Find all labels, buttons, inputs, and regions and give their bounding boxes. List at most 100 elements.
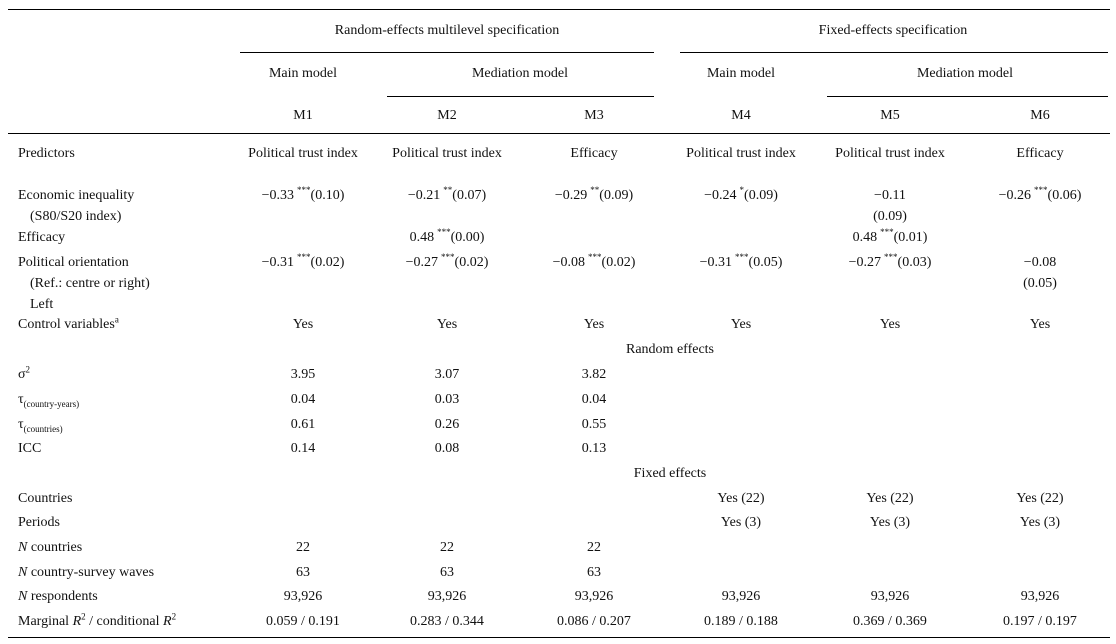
cell: Yes (22): [717, 491, 765, 506]
label-segment: / conditional: [85, 614, 164, 629]
cell: Yes: [1029, 317, 1051, 332]
label-segment: respondents: [27, 589, 98, 604]
cell: Political trust index: [392, 146, 502, 161]
cell: Yes: [436, 317, 458, 332]
cell: Yes (3): [1019, 515, 1061, 530]
cell: 0.13: [581, 441, 607, 456]
cell: 0.55: [581, 417, 607, 432]
standard-error: (0.06): [1047, 188, 1082, 203]
row-label-line: N countries: [18, 537, 82, 558]
cell: 0.08: [434, 441, 460, 456]
cell: 63: [296, 565, 310, 580]
label-segment: (countries): [23, 423, 63, 434]
cell: 0.059 / 0.191: [266, 614, 340, 629]
coefficient: −0.31: [699, 255, 733, 270]
row-label: N country-survey waves: [18, 562, 154, 583]
cell: 3.82: [581, 367, 607, 382]
label-segment: τ: [18, 417, 24, 432]
bottom-rule: [8, 637, 1110, 638]
cell: 0.03: [434, 392, 460, 407]
cell: Political trust index: [686, 146, 796, 161]
row-label-line: Economic inequality: [18, 188, 135, 203]
cell: 3.07: [434, 367, 460, 382]
coefficient: −0.33: [261, 188, 295, 203]
group-rule: [680, 52, 1108, 53]
row-label: Periods: [18, 512, 60, 533]
row-label-line: σ2: [18, 364, 30, 385]
row-label-line: (S80/S20 index): [30, 209, 122, 224]
model-header: M4: [731, 108, 751, 123]
row-label: τ(country-years): [18, 389, 79, 410]
row-label-line: Marginal R2 / conditional R2: [18, 611, 176, 632]
section-title: Random effects: [626, 342, 714, 357]
cell: −0.31 ***(0.02): [233, 252, 373, 273]
model-header: M6: [1030, 108, 1050, 123]
coefficient: −0.21: [407, 188, 441, 203]
label-segment: a: [114, 314, 119, 325]
coefficient: −0.08: [1023, 255, 1057, 270]
cell: 63: [587, 565, 601, 580]
standard-error: (0.01): [893, 230, 928, 245]
row-label-line: Left: [30, 297, 54, 312]
cell: 0.14: [290, 441, 316, 456]
row-label-line: N country-survey waves: [18, 562, 154, 583]
standard-error: (0.05): [1023, 276, 1057, 291]
significance: ***: [441, 252, 455, 263]
standard-error: (0.02): [601, 255, 636, 270]
significance: ***: [297, 252, 311, 263]
coefficient: 0.48: [852, 230, 878, 245]
standard-error: (0.03): [897, 255, 932, 270]
standard-error: (0.10): [310, 188, 345, 203]
row-label: Countries: [18, 488, 72, 509]
significance: *: [739, 185, 745, 196]
subgroup-rule: [827, 96, 1108, 97]
coefficient: −0.08: [552, 255, 586, 270]
label-segment: Marginal: [18, 614, 73, 629]
cell: Yes: [730, 317, 752, 332]
cell: 0.26: [434, 417, 460, 432]
subgroup-header: Main model: [706, 66, 776, 81]
cell: −0.11 (0.09): [820, 185, 960, 227]
cell: −0.21 **(0.07): [377, 185, 517, 206]
coefficient: −0.24: [704, 188, 737, 203]
significance: **: [590, 185, 600, 196]
standard-error: (0.09): [744, 188, 778, 203]
significance: ***: [884, 252, 898, 263]
group-header: Random-effects multilevel specification: [334, 23, 560, 38]
subgroup-header: Mediation model: [916, 66, 1014, 81]
cell: 93,926: [574, 589, 614, 604]
cell: −0.31 ***(0.05): [671, 252, 811, 273]
standard-error: (0.07): [452, 188, 487, 203]
cell: −0.24 *(0.09): [671, 185, 811, 206]
row-label: Marginal R2 / conditional R2: [18, 611, 176, 632]
cell: Efficacy: [1016, 146, 1064, 161]
label-segment: 2: [171, 611, 177, 622]
label-segment: σ: [18, 367, 26, 382]
cell: 63: [440, 565, 454, 580]
cell: Yes (22): [1016, 491, 1064, 506]
model-header: M5: [880, 108, 900, 123]
cell: Political trust index: [835, 146, 945, 161]
cell: 93,926: [1020, 589, 1060, 604]
cell: −0.08 (0.05): [970, 252, 1110, 294]
cell: Yes (22): [866, 491, 914, 506]
row-label: N respondents: [18, 586, 98, 607]
row-label-line: Control variablesa: [18, 314, 119, 335]
cell: −0.08 ***(0.02): [524, 252, 664, 273]
group-rule: [240, 52, 654, 53]
cell: 0.189 / 0.188: [704, 614, 778, 629]
cell: 22: [296, 540, 310, 555]
cell: 0.61: [290, 417, 316, 432]
row-label: Efficacy: [18, 227, 65, 248]
cell: 22: [587, 540, 601, 555]
cell: 0.197 / 0.197: [1003, 614, 1077, 629]
significance: ***: [1034, 185, 1048, 196]
row-label-line: Political orientation: [18, 255, 129, 270]
coefficient: −0.31: [261, 255, 295, 270]
row-label: Predictors: [18, 143, 75, 164]
standard-error: (0.09): [873, 209, 907, 224]
cell: 22: [440, 540, 454, 555]
row-label-line: τ(countries): [18, 414, 63, 435]
row-label: Economic inequality (S80/S20 index): [18, 185, 134, 227]
coefficient: −0.11: [874, 188, 906, 203]
